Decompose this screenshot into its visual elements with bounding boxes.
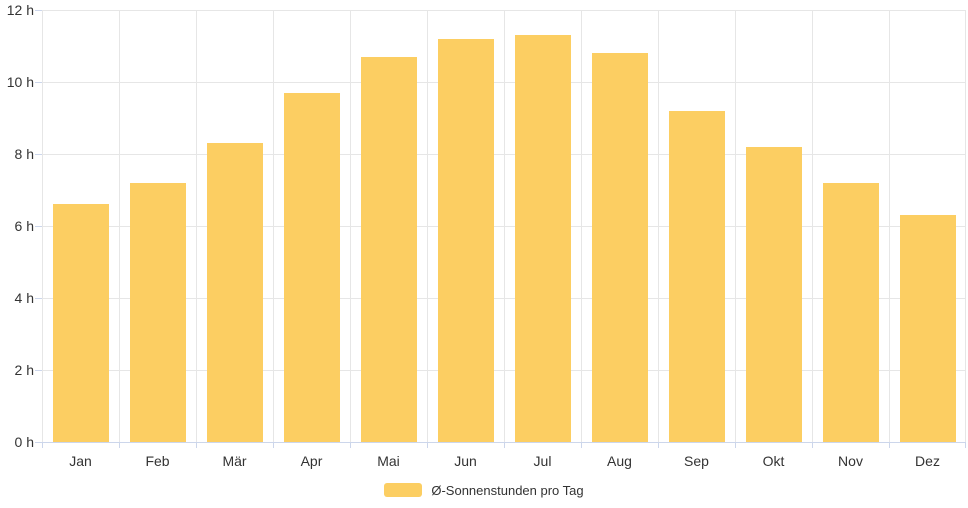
legend-item[interactable]: Ø-Sonnenstunden pro Tag <box>0 478 968 502</box>
v-gridline <box>658 10 659 442</box>
bar-mai[interactable] <box>361 57 417 442</box>
y-axis-tick <box>35 226 42 227</box>
x-axis-label-feb: Feb <box>145 453 170 469</box>
bar-sep[interactable] <box>669 111 725 442</box>
x-axis-tick <box>581 443 582 448</box>
bar-apr[interactable] <box>284 93 340 442</box>
x-axis-tick <box>119 443 120 448</box>
y-axis-label: 8 h <box>14 146 34 162</box>
y-axis-label: 12 h <box>6 2 34 18</box>
x-axis-tick <box>812 443 813 448</box>
v-gridline <box>581 10 582 442</box>
x-axis-label-sep: Sep <box>684 453 709 469</box>
x-axis-label-jun: Jun <box>454 453 477 469</box>
bar-dez[interactable] <box>900 215 956 442</box>
y-axis-label: 10 h <box>6 74 34 90</box>
x-axis-label-aug: Aug <box>607 453 632 469</box>
x-axis-tick <box>350 443 351 448</box>
v-gridline <box>273 10 274 442</box>
x-axis-tick <box>504 443 505 448</box>
y-axis-tick <box>35 442 42 443</box>
x-axis-label-jan: Jan <box>69 453 92 469</box>
bar-okt[interactable] <box>746 147 802 442</box>
v-gridline <box>350 10 351 442</box>
y-axis-label: 6 h <box>14 218 34 234</box>
bar-jul[interactable] <box>515 35 571 442</box>
x-axis-tick <box>889 443 890 448</box>
x-axis-tick <box>965 443 966 448</box>
x-axis-tick <box>273 443 274 448</box>
v-gridline <box>119 10 120 442</box>
x-axis-tick <box>658 443 659 448</box>
y-axis-label: 0 h <box>14 434 34 450</box>
y-axis-tick <box>35 10 42 11</box>
y-axis-tick <box>35 82 42 83</box>
bar-aug[interactable] <box>592 53 648 442</box>
bar-jun[interactable] <box>438 39 494 442</box>
v-gridline <box>42 10 43 442</box>
x-axis-tick <box>42 443 43 448</box>
y-axis-tick <box>35 370 42 371</box>
legend-label: Ø-Sonnenstunden pro Tag <box>431 482 584 498</box>
plot-area <box>42 10 966 443</box>
x-axis-tick <box>196 443 197 448</box>
v-gridline <box>427 10 428 442</box>
x-axis-label-mai: Mai <box>377 453 400 469</box>
v-gridline <box>965 10 966 442</box>
x-axis-label-okt: Okt <box>762 453 785 469</box>
legend-swatch <box>384 483 423 497</box>
y-axis-label: 4 h <box>14 290 34 306</box>
y-axis-label: 2 h <box>14 362 34 378</box>
y-axis-tick <box>35 154 42 155</box>
x-axis-label-mar: Mär <box>222 453 247 469</box>
x-axis-tick <box>735 443 736 448</box>
x-axis-line <box>42 442 966 443</box>
bar-nov[interactable] <box>823 183 879 442</box>
v-gridline <box>812 10 813 442</box>
y-axis-tick <box>35 298 42 299</box>
v-gridline <box>196 10 197 442</box>
bar-jan[interactable] <box>53 204 109 442</box>
x-axis-label-apr: Apr <box>300 453 323 469</box>
x-axis-label-jul: Jul <box>533 453 552 469</box>
x-axis-tick <box>427 443 428 448</box>
bar-mar[interactable] <box>207 143 263 442</box>
v-gridline <box>889 10 890 442</box>
bar-feb[interactable] <box>130 183 186 442</box>
x-axis-label-nov: Nov <box>838 453 863 469</box>
v-gridline <box>735 10 736 442</box>
x-axis-label-dez: Dez <box>915 453 940 469</box>
v-gridline <box>504 10 505 442</box>
